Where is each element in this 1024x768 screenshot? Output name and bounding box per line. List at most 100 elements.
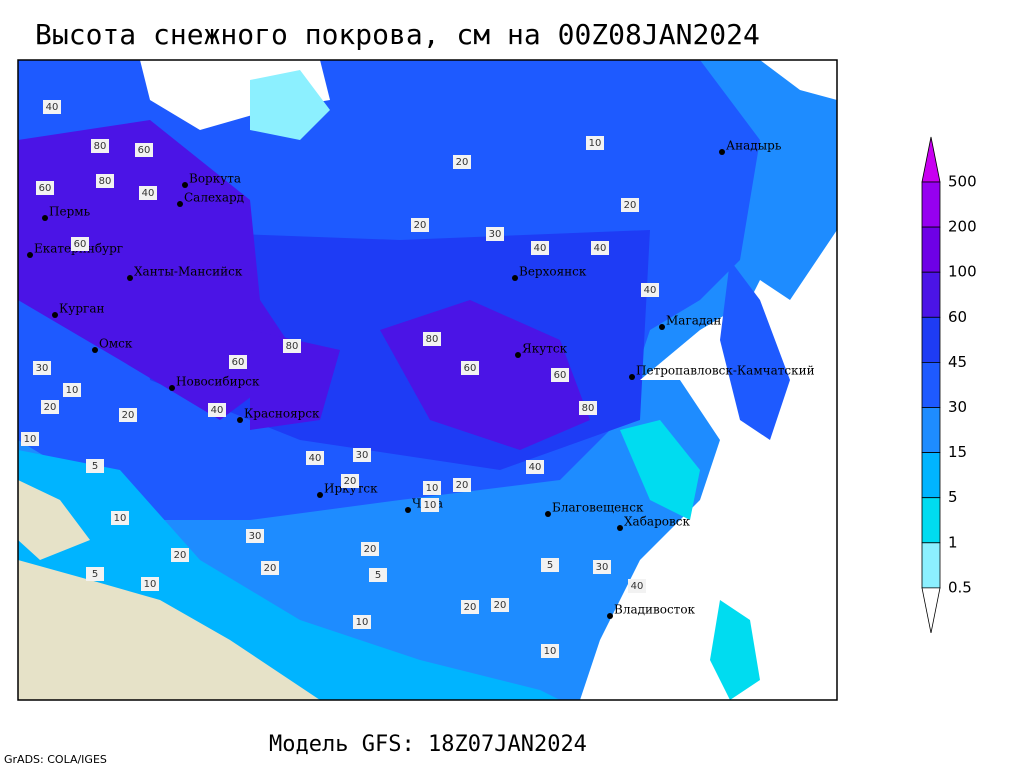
legend-label: 1	[948, 533, 958, 551]
contour-label: 80	[99, 176, 112, 187]
city-label: Петропавловск-Камчатский	[636, 364, 815, 378]
contour-label: 20	[624, 200, 637, 211]
contour-label: 10	[144, 579, 157, 590]
contour-label: 40	[594, 243, 607, 254]
contour-label-box	[486, 227, 504, 241]
contour-label: 20	[494, 600, 507, 611]
contour-label-box	[541, 644, 559, 658]
contour-label-box	[41, 400, 59, 414]
city-dot	[659, 324, 665, 330]
contour-label-box	[229, 355, 247, 369]
city-label: Якутск	[522, 342, 568, 356]
contour-label-box	[119, 408, 137, 422]
city-label: Анадырь	[726, 139, 782, 153]
city-label: Салехард	[184, 191, 244, 205]
contour-label-box	[461, 600, 479, 614]
city-dot	[317, 492, 323, 498]
contour-label: 30	[36, 363, 49, 374]
contour-label: 80	[94, 141, 107, 152]
contour-label: 30	[249, 531, 262, 542]
contour-label: 30	[596, 562, 609, 573]
subtitle: Модель GFS: 18Z07JAN2024	[269, 732, 587, 757]
city-label: Омск	[99, 337, 133, 351]
contour-label-box	[135, 143, 153, 157]
contour-label: 10	[424, 500, 437, 511]
contour-label-box	[86, 567, 104, 581]
city-dot	[92, 347, 98, 353]
contour-label: 5	[375, 570, 381, 581]
city-dot	[512, 275, 518, 281]
city-dot	[629, 374, 635, 380]
city-label: Верхоянск	[519, 265, 587, 279]
contour-label: 20	[44, 402, 57, 413]
contour-label: 10	[589, 138, 602, 149]
contour-label: 10	[544, 646, 557, 657]
legend-label: 0.5	[948, 578, 972, 596]
legend-label: 100	[948, 263, 977, 281]
contour-label-box	[139, 186, 157, 200]
contour-label: 60	[232, 357, 245, 368]
legend-box	[921, 316, 941, 363]
contour-label-box	[33, 361, 51, 375]
city-dot	[127, 275, 133, 281]
city-dot	[177, 201, 183, 207]
contour-label-box	[43, 100, 61, 114]
contour-label-box	[91, 139, 109, 153]
contour-label: 20	[456, 480, 469, 491]
contour-label: 40	[644, 285, 657, 296]
contour-label: 40	[211, 405, 224, 416]
city-label: Воркута	[189, 172, 241, 186]
map	[18, 60, 837, 700]
contour-label-box	[526, 460, 544, 474]
contour-label: 40	[309, 453, 322, 464]
contour-label-box	[208, 403, 226, 417]
city-label: Пермь	[49, 205, 91, 219]
contour-label-box	[461, 361, 479, 375]
legend-box	[921, 497, 941, 544]
city-label: Красноярск	[244, 407, 320, 421]
legend-label: 200	[948, 218, 977, 236]
city-dot	[405, 507, 411, 513]
contour-label-box	[591, 241, 609, 255]
contour-label: 5	[92, 461, 98, 472]
legend-box	[921, 361, 941, 408]
city-dot	[182, 182, 188, 188]
contour-label: 20	[456, 157, 469, 168]
credit: GrADS: COLA/IGES	[4, 753, 107, 766]
city-dot	[607, 613, 613, 619]
contour-label-box	[541, 558, 559, 572]
contour-label-box	[246, 529, 264, 543]
contour-label: 60	[464, 363, 477, 374]
contour-label-box	[261, 561, 279, 575]
contour-label-box	[71, 237, 89, 251]
legend-box	[921, 407, 941, 453]
legend-label: 500	[948, 173, 977, 191]
contour-label: 40	[534, 243, 547, 254]
contour-label: 60	[138, 145, 151, 156]
contour-label-box	[63, 383, 81, 397]
contour-label: 40	[46, 102, 59, 113]
contour-label-box	[361, 542, 379, 556]
city-dot	[719, 149, 725, 155]
contour-label: 20	[414, 220, 427, 231]
contour-label-box	[353, 615, 371, 629]
contour-label: 10	[66, 385, 79, 396]
contour-label: 80	[582, 403, 595, 414]
city-label: Хабаровск	[624, 515, 690, 529]
contour-label-box	[491, 598, 509, 612]
legend-triangle	[921, 587, 941, 633]
contour-label-box	[306, 451, 324, 465]
legend-label: 5	[948, 488, 958, 506]
contour-label-box	[423, 481, 441, 495]
contour-label-box	[453, 155, 471, 169]
contour-label-box	[341, 474, 359, 488]
contour-label-box	[353, 448, 371, 462]
contour-label-box	[641, 283, 659, 297]
legend-box	[921, 181, 941, 228]
legend-box	[921, 226, 941, 273]
contour-label: 20	[264, 563, 277, 574]
contour-label-box	[283, 339, 301, 353]
city-label: Иркутск	[324, 482, 378, 496]
